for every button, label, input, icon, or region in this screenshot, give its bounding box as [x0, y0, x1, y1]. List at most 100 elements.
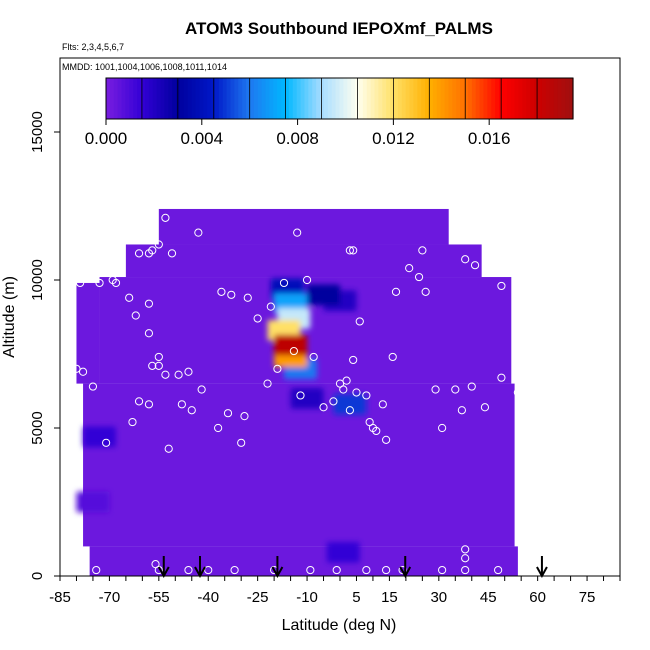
colorbar-swatch: [308, 78, 313, 119]
colorbar-swatch: [331, 78, 337, 119]
x-tick-label: 75: [579, 589, 596, 606]
colorbar-swatch: [148, 78, 154, 119]
colorbar-swatch: [409, 78, 415, 119]
colorbar-swatch: [133, 78, 138, 119]
colorbar-swatch: [421, 78, 426, 119]
colorbar-swatch: [144, 78, 150, 119]
colorbar-swatch: [557, 78, 562, 119]
observation-point: [461, 545, 470, 554]
observation-point: [414, 272, 424, 282]
observation-point: [134, 397, 144, 406]
colorbar-swatch: [471, 78, 477, 119]
colorbar-swatch: [467, 78, 473, 119]
enhancement-regions: [76, 278, 367, 563]
observation-point: [388, 352, 397, 362]
colorbar-swatch: [569, 78, 574, 119]
x-tick-label: 45: [480, 589, 497, 606]
colorbar-swatch: [257, 78, 263, 119]
colorbar-swatch: [452, 78, 457, 119]
x-tick-label: -40: [197, 589, 219, 606]
colorbar-swatch: [222, 78, 228, 119]
colorbar-swatch: [125, 78, 130, 119]
colorbar-swatch: [366, 78, 372, 119]
colorbar-swatch: [537, 78, 543, 119]
observation-point: [451, 385, 460, 394]
colorbar-swatch: [316, 78, 321, 119]
observation-point: [125, 293, 134, 302]
colorbar-swatch: [312, 78, 317, 119]
observation-point: [111, 278, 121, 288]
colorbar-tick-label: 0.012: [372, 129, 415, 148]
observation-point: [306, 565, 315, 575]
colorbar-swatch: [187, 78, 193, 119]
x-tick-label: -85: [49, 589, 71, 606]
x-axis: -85 -70 -55 -40 -25 -10 5 15 30 45 60 75: [49, 576, 621, 606]
y-tick-label: 15000: [29, 111, 46, 153]
x-tick-label: -55: [148, 589, 170, 606]
colorbar-swatch: [277, 78, 282, 119]
observation-point: [184, 367, 193, 376]
observation-point: [510, 261, 519, 270]
observation-point: [273, 195, 282, 205]
colorbar-swatch: [565, 78, 570, 119]
x-tick-label: 5: [352, 589, 360, 606]
colorbar-swatch: [230, 78, 236, 119]
observation-point: [184, 565, 193, 575]
colorbar-swatch: [370, 78, 376, 119]
observation-point: [372, 426, 381, 436]
observation-point: [332, 565, 341, 575]
observation-point: [78, 367, 88, 376]
observation-point: [223, 409, 233, 418]
colorbar-swatch: [413, 78, 418, 119]
colorbar-swatch: [246, 78, 251, 119]
colorbar-tick-label: 0.016: [468, 129, 511, 148]
colorbar-swatch: [199, 78, 204, 119]
colorbar-swatch: [397, 78, 403, 119]
observation-point: [95, 278, 104, 288]
observation-point: [72, 364, 81, 373]
colorbar-swatch: [203, 78, 208, 119]
colorbar-swatch: [269, 78, 274, 119]
colorbar: 0.000 0.004 0.008 0.012 0.016: [85, 77, 574, 148]
colorbar-swatch: [117, 78, 123, 119]
observation-point: [309, 352, 318, 362]
observation-point: [167, 249, 177, 258]
observation-point: [319, 403, 328, 412]
heatmap-layer: [72, 195, 522, 576]
colorbar-swatch: [195, 78, 200, 119]
colorbar-swatch: [358, 78, 364, 119]
colorbar-swatch: [432, 78, 438, 119]
colorbar-swatch: [526, 78, 531, 119]
colorbar-swatch: [561, 78, 566, 119]
observation-point: [161, 213, 170, 222]
colorbar-swatch: [285, 78, 290, 119]
observation-point: [480, 403, 490, 412]
colorbar-swatch: [339, 78, 344, 119]
colorbar-swatch: [261, 78, 267, 119]
observation-point: [174, 370, 183, 379]
colorbar-swatch: [335, 78, 341, 119]
observation-point: [227, 290, 236, 299]
colorbar-swatch: [323, 78, 329, 119]
colorbar-swatch: [530, 78, 535, 119]
observation-point: [177, 400, 186, 409]
colorbar-swatch: [179, 78, 185, 119]
x-tick-label: -70: [99, 589, 121, 606]
colorbar-swatch: [440, 78, 446, 119]
colorbar-tick-label: 0.008: [276, 129, 319, 148]
observation-point: [263, 379, 272, 388]
colorbar-swatch: [393, 78, 399, 119]
enhancement-cell: [326, 541, 360, 563]
observation-point: [339, 385, 348, 394]
colorbar-swatch: [191, 78, 197, 119]
observation-point: [470, 261, 480, 270]
enhancement-cell: [290, 388, 324, 409]
colorbar-swatch: [514, 78, 520, 119]
colorbar-swatch: [249, 78, 255, 119]
observation-point: [513, 388, 522, 397]
observation-point: [230, 565, 239, 575]
colorbar-tick-label: 0.004: [181, 129, 224, 148]
colorbar-swatch: [226, 78, 232, 119]
colorbar-swatch: [238, 78, 243, 119]
observation-point: [457, 406, 466, 415]
